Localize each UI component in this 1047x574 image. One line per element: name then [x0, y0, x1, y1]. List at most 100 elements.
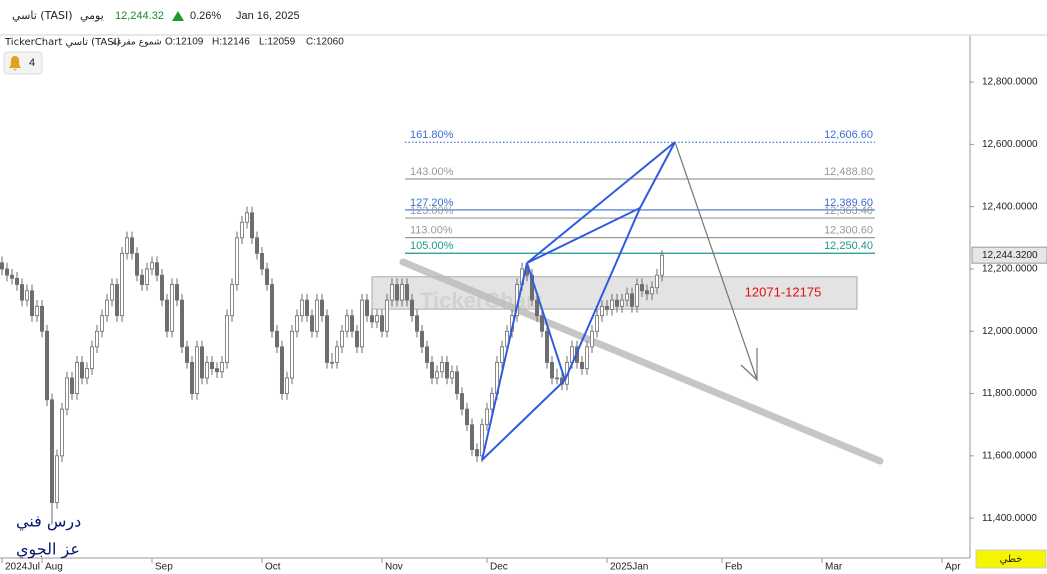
symbol: تاسي (TASI): [12, 9, 73, 22]
pattern-line: [639, 141, 676, 209]
candle-body: [660, 254, 665, 276]
alerts-button[interactable]: [3, 51, 43, 75]
candle-body: [379, 315, 384, 332]
y-tick-label: 12,600.0000: [982, 139, 1038, 150]
x-tick-label: Nov: [385, 562, 403, 573]
x-tick-label: 2024Jul: [5, 562, 40, 573]
candle-body: [349, 315, 354, 332]
fib-label: 143.00%: [410, 166, 454, 178]
period: يومي: [80, 9, 104, 22]
candle-body: [35, 305, 40, 317]
candle-body: [489, 393, 494, 410]
candle-body: [585, 346, 590, 370]
candle-body: [9, 274, 14, 279]
candle-body: [214, 368, 219, 373]
fib-label: 161.80%: [410, 129, 454, 141]
watermark-line1: درس فني: [16, 512, 81, 531]
candle-body: [55, 455, 60, 503]
legend-high: H:12146: [212, 37, 250, 48]
candle-body: [244, 212, 249, 223]
candle-body: [45, 330, 50, 401]
candle-body: [189, 362, 194, 394]
candle-body: [264, 268, 269, 285]
candle-body: [299, 299, 304, 317]
candle-body: [389, 284, 394, 301]
candle-body: [434, 371, 439, 379]
candle-body: [374, 315, 379, 323]
candle-body: [364, 299, 369, 317]
pattern-line: [481, 262, 528, 461]
legend-open: O:12109: [165, 37, 204, 48]
candle-body: [630, 293, 635, 307]
trendline: [399, 258, 884, 465]
candle-body: [399, 284, 404, 301]
date: Jan 16, 2025: [236, 10, 300, 22]
candle-body: [90, 346, 95, 370]
candle-body: [149, 262, 154, 270]
candle-body: [5, 268, 10, 276]
last-price-tag: [971, 246, 1047, 264]
candle-body: [454, 371, 459, 394]
fib-price-label: 12,250.40: [824, 240, 873, 252]
y-tick-label: 11,600.0000: [982, 450, 1037, 461]
change: 0.26%: [190, 10, 221, 22]
candle-body: [319, 299, 324, 317]
candle-body: [384, 299, 389, 332]
candle-body: [65, 377, 70, 410]
x-tick-label: Dec: [490, 562, 508, 573]
candle-body: [70, 377, 75, 394]
fib-price-label: 12,606.60: [824, 129, 873, 141]
pattern-line: [526, 141, 676, 264]
candle-body: [314, 299, 319, 332]
chart-type-label: خطي: [1000, 554, 1023, 565]
up-arrow-icon: [172, 11, 184, 21]
candle-body: [19, 284, 24, 301]
candle-body: [105, 299, 110, 317]
candle-body: [550, 362, 555, 379]
candle-body: [555, 377, 560, 380]
candle-body: [129, 237, 134, 254]
candle-body: [499, 346, 504, 363]
candle-body: [284, 377, 289, 394]
fib-price-label: 12,300.60: [824, 225, 873, 237]
candle-body: [590, 330, 595, 348]
candle-body: [404, 284, 409, 301]
fib-price-label: 12,488.80: [824, 166, 873, 178]
y-tick-label: 12,800.0000: [982, 77, 1038, 88]
candle-body: [369, 315, 374, 323]
x-tick-label: Apr: [945, 562, 961, 573]
x-tick-label: Mar: [825, 562, 843, 573]
candle-body: [625, 293, 630, 301]
candle-body: [139, 274, 144, 285]
x-tick-label: Aug: [45, 562, 63, 573]
alerts-count: 4: [29, 57, 35, 69]
candle-body: [655, 274, 660, 289]
candle-body: [595, 315, 600, 332]
x-tick-label: Oct: [265, 562, 281, 573]
pattern-line: [526, 207, 641, 264]
candle-body: [115, 284, 120, 317]
candle-body: [194, 346, 199, 394]
candle-body: [80, 362, 85, 379]
candle-body: [134, 252, 139, 276]
candle-body: [600, 305, 605, 317]
candle-body: [615, 299, 620, 307]
legend-name: TickerChart تاسي (TASI): [4, 37, 121, 48]
candle-body: [110, 284, 115, 301]
candle-body: [439, 362, 444, 373]
chart-type-button[interactable]: [975, 549, 1047, 569]
candle-body: [339, 330, 344, 348]
x-tick-label: 2025Jan: [610, 562, 648, 573]
candle-body: [309, 315, 314, 332]
candle-body: [545, 330, 550, 363]
fib-label: 123.00%: [410, 205, 454, 217]
candle-body: [650, 287, 655, 295]
projection-arrow: [674, 141, 758, 382]
candle-body: [409, 299, 414, 317]
pattern-line: [526, 262, 566, 381]
candle-body: [484, 408, 489, 426]
candle-body: [324, 315, 329, 363]
candle-body: [29, 290, 34, 317]
candle-body: [40, 305, 45, 332]
